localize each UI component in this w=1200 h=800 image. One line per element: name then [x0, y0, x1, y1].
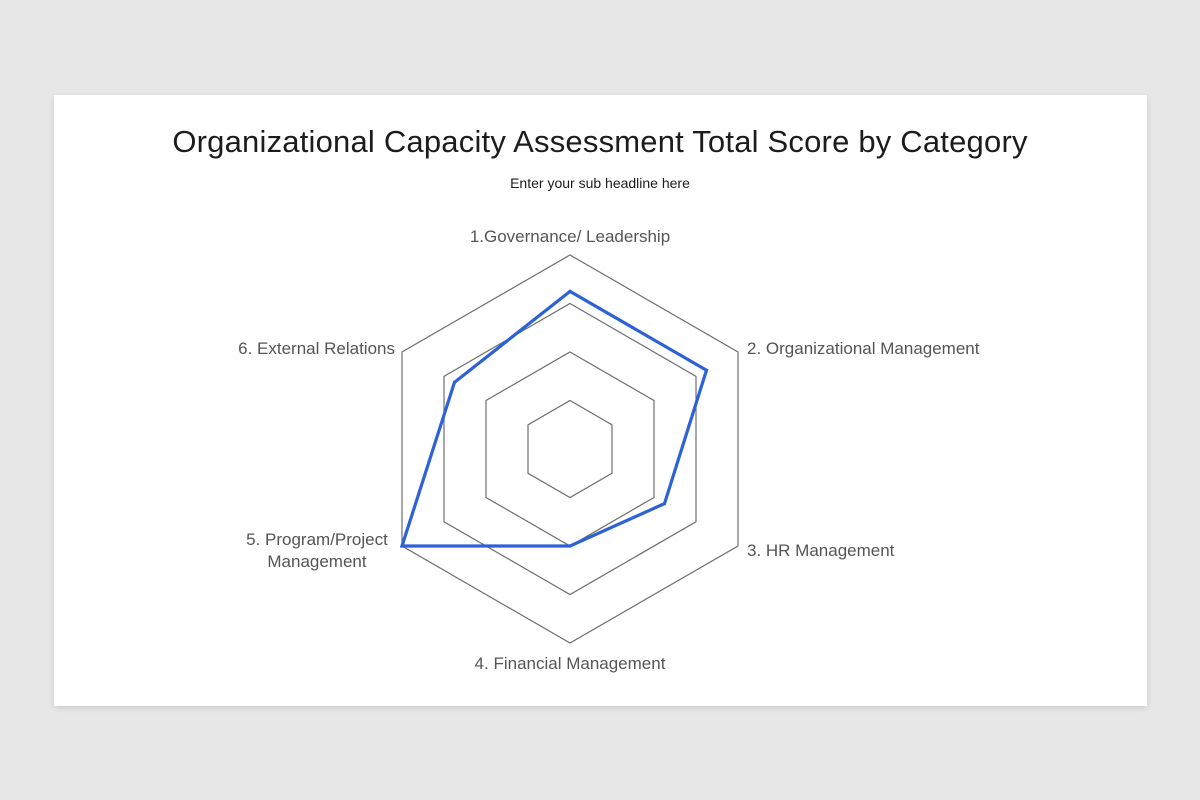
radar-grid [401, 254, 739, 644]
axis-label-3: 3. HR Management [747, 541, 895, 560]
radar-series-layer [399, 289, 709, 548]
data-point-6 [452, 380, 457, 384]
axis-label-line: 4. Financial Management [475, 654, 666, 673]
data-point-3 [662, 502, 667, 506]
axis-label-line: 6. External Relations [238, 339, 395, 358]
chart-title: Organizational Capacity Assessment Total… [172, 124, 1028, 159]
data-point-4 [568, 544, 572, 548]
data-point-1 [568, 289, 572, 293]
axis-label-5: 5. Program/Project Management [246, 530, 388, 571]
axis-label-line: 2. Organizational Management [747, 339, 980, 358]
axis-label-line: 5. Program/Project [246, 530, 388, 549]
series-line-0 [399, 289, 709, 548]
data-point-2 [704, 368, 709, 372]
radar-axis-labels: 1.Governance/ Leadership 2. Organizationa… [238, 227, 980, 673]
axis-label-2: 2. Organizational Management [747, 339, 980, 358]
axis-label-line: 1.Governance/ Leadership [470, 227, 670, 246]
grid-ring-1 [527, 399, 613, 499]
axis-label-line: Management [267, 552, 367, 571]
data-point-5 [400, 544, 404, 548]
grid-ring-4 [401, 254, 739, 644]
grid-ring-2 [485, 351, 655, 547]
grid-ring-3 [443, 302, 697, 596]
axis-label-6: 6. External Relations [238, 339, 395, 358]
axis-label-line: 3. HR Management [747, 541, 895, 560]
axis-label-1: 1.Governance/ Leadership [470, 227, 670, 246]
axis-label-4: 4. Financial Management [475, 654, 666, 673]
chart-subtitle: Enter your sub headline here [510, 175, 690, 191]
chart-card [54, 95, 1147, 706]
